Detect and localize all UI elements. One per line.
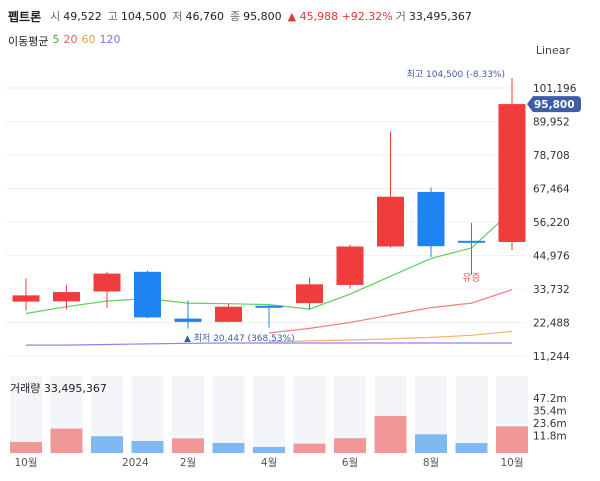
- x-axis-label: 10월: [14, 457, 37, 469]
- candle-body: [174, 318, 202, 322]
- volume-bar: [415, 434, 447, 453]
- last-price-tag: [527, 96, 581, 113]
- volume-bar: [50, 428, 83, 453]
- high-label: 고: [107, 10, 118, 23]
- candle: [134, 270, 161, 319]
- volume-bg-column: [10, 376, 42, 453]
- low-annotation: ▲ 최저 20,447 (368.53%): [184, 333, 295, 344]
- candle-body: [458, 240, 485, 243]
- price-tick-label: 33,732: [533, 284, 570, 296]
- price-tick-label: 11,244: [533, 351, 570, 363]
- volume-bar: [334, 438, 366, 453]
- ma5-legend[interactable]: 5: [52, 33, 60, 46]
- candle: [296, 277, 323, 310]
- volume-bar: [496, 426, 528, 453]
- ma60-legend[interactable]: 60: [81, 33, 96, 46]
- scale-mode-toggle[interactable]: Linear: [535, 44, 570, 57]
- stock-header: 펩트론 시 49,522 고 104,500 저 46,760 종 95,800…: [8, 6, 598, 26]
- candle-body: [498, 104, 526, 242]
- volume-bg-column: [253, 376, 285, 453]
- candle: [255, 305, 283, 328]
- x-axis-label: 8월: [423, 457, 439, 469]
- volume-bg-column: [293, 376, 326, 453]
- volume-tick-label: 23.6m: [533, 418, 567, 430]
- candle-body: [377, 196, 404, 247]
- event-annotation: 유증: [462, 272, 480, 284]
- volume-value: 33,495,367: [408, 9, 472, 23]
- high-value: 104,500: [120, 9, 167, 23]
- volume-bar: [91, 436, 123, 453]
- price-tick-label: 44,976: [533, 251, 570, 263]
- high-annotation: 최고 104,500 (-8.33%): [407, 69, 505, 80]
- stock-name: 펩트론: [8, 9, 42, 24]
- candle-body: [53, 292, 80, 302]
- last-price-label: 95,800: [534, 99, 575, 111]
- candle: [498, 78, 526, 251]
- low-label: 저: [172, 10, 183, 23]
- x-axis-label: 6월: [342, 457, 358, 469]
- volume-bar: [172, 438, 204, 453]
- close-label: 종: [230, 10, 241, 23]
- candle: [458, 222, 485, 275]
- open-label: 시: [50, 10, 61, 23]
- ma20-line: [268, 289, 513, 334]
- candle-body: [215, 306, 242, 322]
- volume-bar: [131, 441, 164, 453]
- volume-label: 거: [395, 10, 406, 23]
- x-axis-label: 4월: [261, 457, 277, 469]
- volume-panel-title: 거래량 33,495,367: [10, 382, 107, 395]
- low-value: 46,760: [185, 9, 225, 23]
- candle: [174, 300, 202, 329]
- candle-body: [93, 273, 121, 292]
- volume-bar: [253, 446, 285, 453]
- price-tick-label: 78,708: [533, 150, 570, 162]
- candle-body: [255, 305, 283, 308]
- volume-tick-label: 11.8m: [533, 431, 567, 443]
- candle: [377, 131, 404, 248]
- price-tick-label: 89,952: [533, 117, 570, 129]
- price-tick-label: 67,464: [533, 184, 570, 196]
- candle-body: [12, 295, 40, 302]
- ma20-legend[interactable]: 20: [63, 33, 78, 46]
- ma120-line: [26, 342, 512, 346]
- price-tick-label: 22,488: [533, 318, 570, 330]
- candle-body: [417, 191, 445, 247]
- ma120-legend[interactable]: 120: [99, 33, 121, 46]
- close-value: 95,800: [243, 9, 282, 23]
- candle: [53, 284, 80, 310]
- volume-bg-column: [455, 376, 488, 453]
- volume-tick-label: 47.2m: [533, 393, 567, 405]
- volume-bar: [212, 442, 245, 453]
- x-axis-label: 10월: [500, 457, 523, 469]
- ma60-line: [268, 330, 513, 343]
- volume-tick-label: 35.4m: [533, 406, 567, 418]
- volume-bar: [10, 441, 42, 453]
- candle: [417, 187, 445, 257]
- candle-body: [134, 271, 161, 318]
- volume-bar: [293, 443, 326, 453]
- volume-bar: [374, 415, 407, 453]
- candle-body: [336, 246, 364, 285]
- volume-bg-column: [131, 376, 164, 453]
- moving-average-legend[interactable]: 이동평균 5 20 60 120: [8, 33, 120, 49]
- candle: [93, 271, 121, 308]
- candle: [12, 278, 40, 311]
- volume-bg-column: [212, 376, 245, 453]
- open-value: 49,522: [63, 9, 102, 23]
- change-value: ▲ 45,988 +92.32%: [287, 9, 393, 23]
- price-tick-label: 101,196: [533, 83, 577, 95]
- candle: [215, 303, 242, 323]
- candle: [336, 244, 364, 289]
- price-tick-label: 56,220: [533, 217, 570, 229]
- x-axis-label: 2월: [180, 457, 196, 469]
- volume-bar: [455, 443, 488, 453]
- candle-body: [296, 284, 323, 304]
- x-axis-label: 2024: [122, 457, 149, 469]
- ma-legend-title: 이동평균: [8, 35, 49, 48]
